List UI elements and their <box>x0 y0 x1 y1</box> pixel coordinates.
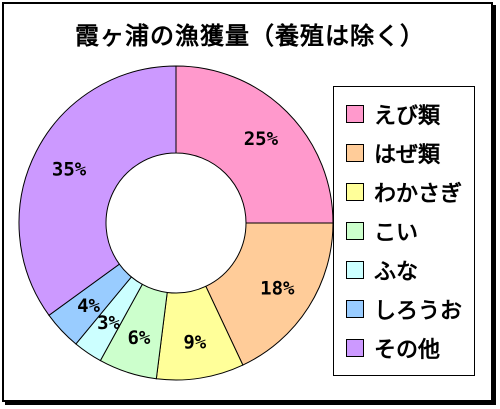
legend: えび類 はぜ類 わかさぎ こい ふな しろうお その他 <box>333 86 475 376</box>
legend-swatch <box>346 300 364 318</box>
legend-label: こい <box>374 221 419 246</box>
data-label-3: 9% <box>183 332 206 354</box>
donut-slice-2 <box>205 222 334 366</box>
donut-slice-1 <box>175 65 334 224</box>
legend-swatch <box>346 183 364 201</box>
legend-swatch <box>346 261 364 279</box>
data-label-7: 35% <box>52 159 87 181</box>
chart-title: 霞ヶ浦の漁獲量（養殖は除く） <box>75 22 425 50</box>
legend-item-haze: はぜ類 <box>346 138 440 168</box>
data-label-6: 4% <box>77 295 100 317</box>
legend-item-wakasagi: わかさぎ <box>346 177 462 207</box>
legend-label: はぜ類 <box>374 143 441 168</box>
data-label-5: 3% <box>97 312 120 334</box>
legend-item-koi: こい <box>346 216 418 246</box>
data-label-4: 6% <box>127 327 150 349</box>
legend-label: しろうお <box>374 299 463 324</box>
legend-label: えび類 <box>374 104 441 129</box>
legend-label: ふな <box>374 260 419 285</box>
legend-label: わかさぎ <box>374 182 463 207</box>
legend-label: その他 <box>374 338 441 363</box>
legend-swatch <box>346 339 364 357</box>
legend-item-sonota: その他 <box>346 333 440 363</box>
legend-item-shirouo: しろうお <box>346 294 462 324</box>
donut-slice-7 <box>18 65 177 316</box>
legend-swatch <box>346 222 364 240</box>
legend-item-funa: ふな <box>346 255 418 285</box>
legend-swatch <box>346 144 364 162</box>
data-label-2: 18% <box>260 277 295 299</box>
legend-swatch <box>346 105 364 123</box>
data-label-1: 25% <box>244 128 279 150</box>
legend-item-ebi: えび類 <box>346 99 440 129</box>
